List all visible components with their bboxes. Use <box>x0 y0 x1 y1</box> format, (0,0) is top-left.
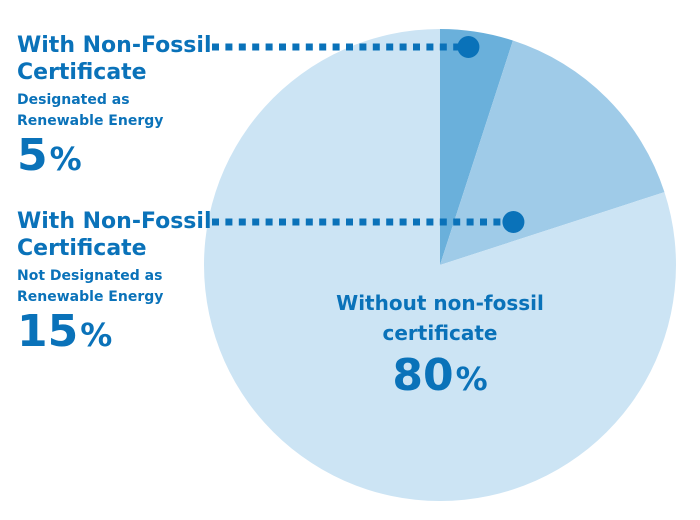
label-renewable-designated-percent: 5% <box>17 130 82 181</box>
leader-not-designated-dot <box>502 211 525 233</box>
label-renewable-designated-subtitle: Designated as Renewable Energy <box>17 92 164 129</box>
label-not-designated-percent: 15% <box>17 306 113 357</box>
label-not-designated: With Non-Fossil Certificate Not Designat… <box>17 208 217 354</box>
slice-renewable-designated <box>440 29 513 265</box>
label-not-designated-title: With Non-Fossil Certificate <box>17 209 212 261</box>
leader-renewable-designated <box>212 36 480 58</box>
label-without-certificate: Without non-fossil certificate 80% <box>300 288 580 398</box>
label-without-certificate-percent: 80% <box>392 350 488 401</box>
label-without-certificate-title: Without non-fossil certificate <box>336 291 544 345</box>
slice-not-designated <box>440 40 665 266</box>
label-renewable-designated-title: With Non-Fossil Certificate <box>17 33 212 85</box>
leader-renewable-designated-dot <box>457 36 480 58</box>
slice-without-certificate <box>204 29 677 502</box>
label-not-designated-subtitle: Not Designated as Renewable Energy <box>17 268 164 305</box>
label-renewable-designated: With Non-Fossil Certificate Designated a… <box>17 32 217 178</box>
leader-not-designated <box>212 211 525 233</box>
